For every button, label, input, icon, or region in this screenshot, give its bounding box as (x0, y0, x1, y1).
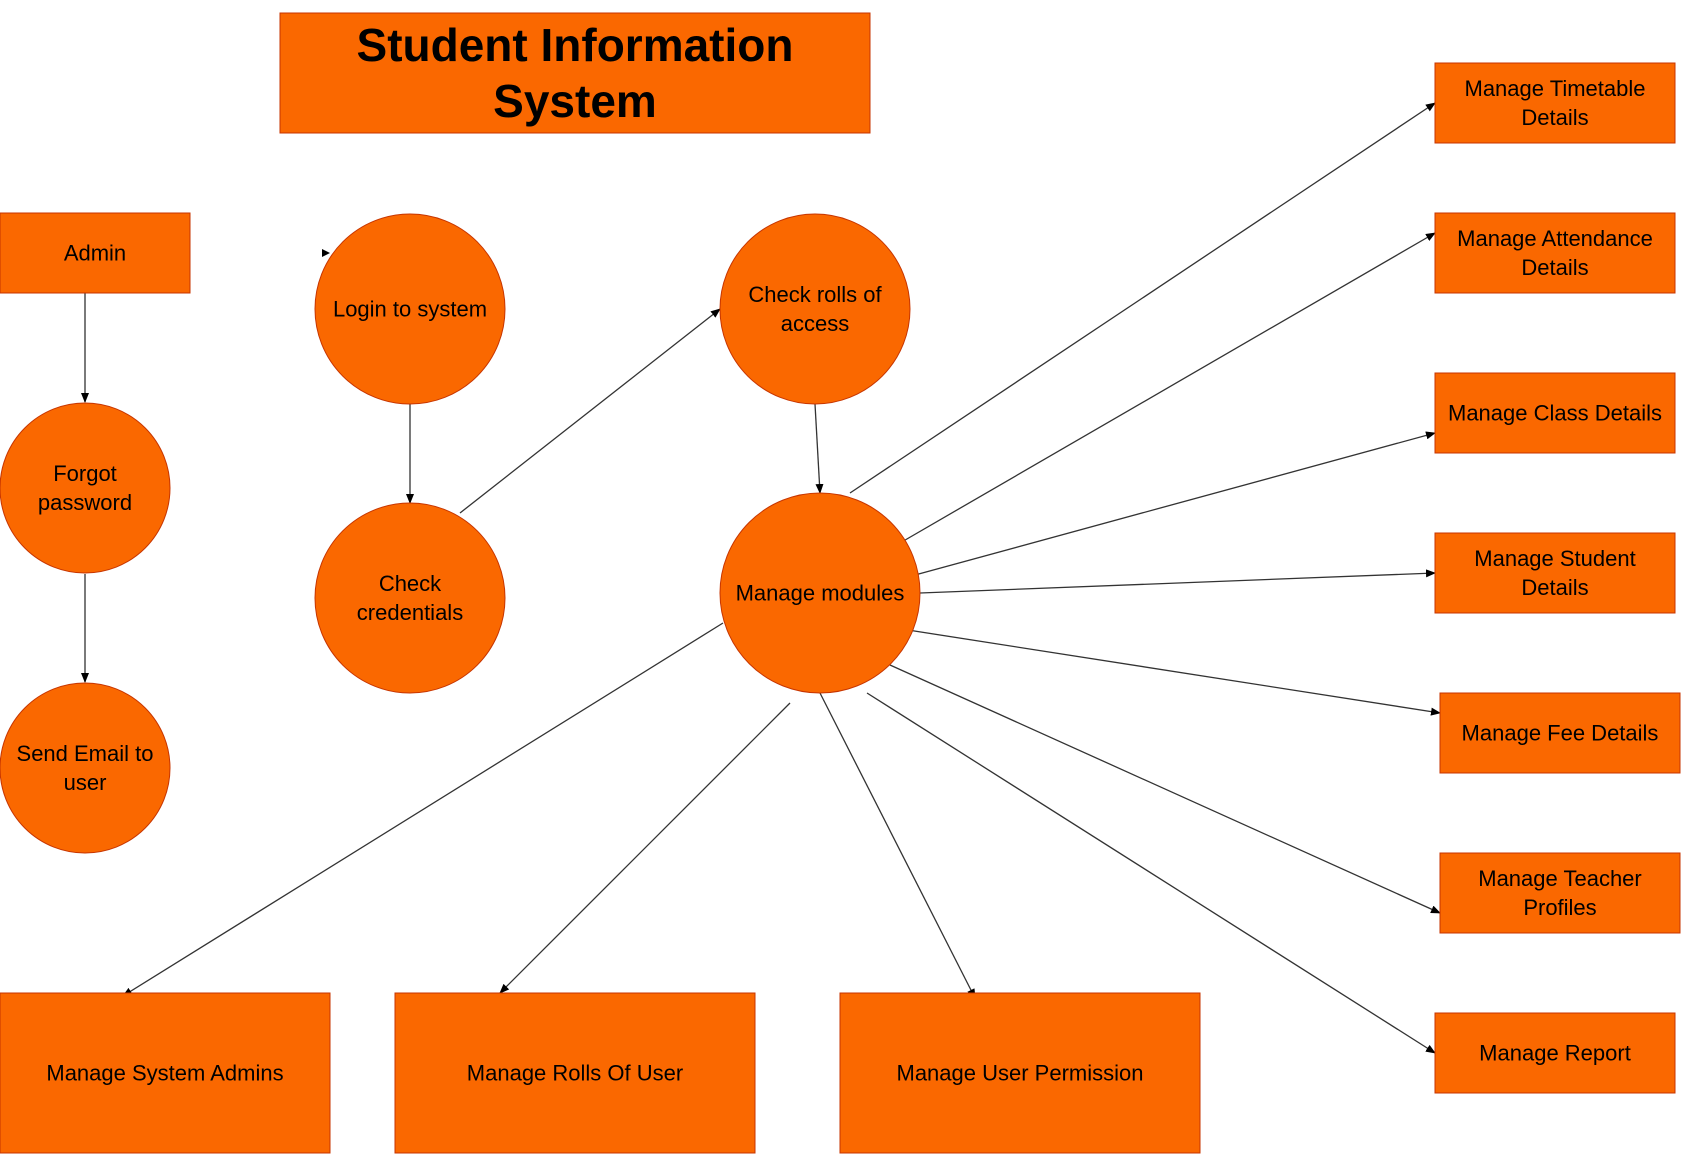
node-report: Manage Report (1434, 1012, 1676, 1094)
edge-modules-to-student (919, 569, 1436, 594)
node-teacher-label: Profiles (1523, 895, 1596, 920)
node-modules-circle (719, 492, 921, 694)
node-sendemail-label: Send Email to (17, 741, 154, 766)
node-rolls: Manage Rolls Of User (394, 992, 756, 1154)
edge-modules-to-attendance (899, 232, 1436, 544)
node-report-label: Manage Report (1479, 1041, 1631, 1066)
node-login-label: Login to system (333, 297, 487, 322)
edge-modules-to-sysadmins (122, 622, 724, 997)
node-fee-label: Manage Fee Details (1462, 721, 1659, 746)
node-attendance: Manage Attendance Details (1434, 212, 1676, 294)
edge-modules-to-timetable (849, 102, 1436, 494)
node-permission: Manage User Permission (839, 992, 1201, 1154)
node-attendance-label: Details (1521, 255, 1588, 280)
node-rolls-label: Manage Rolls Of User (467, 1061, 683, 1086)
node-class-box (1434, 372, 1676, 454)
node-teacher-label: Manage Teacher (1478, 866, 1642, 891)
node-timetable-box (1434, 62, 1676, 144)
node-attendance-label: Manage Attendance (1457, 226, 1653, 251)
edge-checkcred-to-checkrolls (459, 308, 721, 514)
edge-modules-to-permission (819, 692, 976, 999)
edge-modules-to-report (866, 692, 1436, 1054)
node-checkcred: Check credentials (314, 502, 506, 694)
node-sysadmins-label: Manage System Admins (46, 1061, 283, 1086)
edge-modules-to-fee (907, 629, 1441, 716)
node-modules-label: Manage modules (736, 581, 905, 606)
node-checkcred-circle (314, 502, 506, 694)
node-admin-label: Admin (64, 241, 126, 266)
node-title-label: System (493, 75, 657, 127)
node-teacher-box (1439, 852, 1681, 934)
node-sendemail: Send Email to user (0, 682, 171, 854)
node-checkcred-label: credentials (357, 600, 463, 625)
node-checkrolls: Check rolls of access (719, 213, 911, 405)
node-class: Manage Class Details (1434, 372, 1676, 454)
node-student: Manage Student Details (1434, 532, 1676, 614)
node-modules: Manage modules (719, 492, 921, 694)
node-checkrolls-label: access (781, 311, 849, 336)
node-forgot-label: password (38, 490, 132, 515)
edge-modules-to-teacher (889, 664, 1441, 914)
node-class-label: Manage Class Details (1448, 401, 1662, 426)
node-rolls-box (394, 992, 756, 1154)
edge-modules-to-class (914, 431, 1436, 576)
node-title-box (279, 12, 871, 134)
node-student-label: Manage Student (1474, 546, 1635, 571)
node-checkrolls-circle (719, 213, 911, 405)
node-title-label: Student Information (357, 19, 794, 71)
node-permission-box (839, 992, 1201, 1154)
node-admin: Admin (0, 212, 191, 294)
node-fee: Manage Fee Details (1439, 692, 1681, 774)
node-sendemail-label: user (64, 770, 107, 795)
node-attendance-box (1434, 212, 1676, 294)
node-report-box (1434, 1012, 1676, 1094)
edges-layer (81, 102, 1441, 1054)
node-student-label: Details (1521, 575, 1588, 600)
node-checkcred-label: Check (379, 571, 442, 596)
node-student-box (1434, 532, 1676, 614)
arrowhead-mark (322, 249, 330, 257)
node-admin-box (0, 212, 191, 294)
node-permission-label: Manage User Permission (897, 1061, 1144, 1086)
node-timetable-label: Details (1521, 105, 1588, 130)
node-timetable: Manage Timetable Details (1434, 62, 1676, 144)
node-teacher: Manage Teacher Profiles (1439, 852, 1681, 934)
node-login-circle (314, 213, 506, 405)
node-forgot-circle (0, 402, 171, 574)
edge-modules-to-rolls (499, 702, 791, 994)
node-forgot: Forgot password (0, 402, 171, 574)
node-sendemail-circle (0, 682, 171, 854)
node-checkrolls-label: Check rolls of (748, 282, 882, 307)
node-forgot-label: Forgot (53, 461, 117, 486)
node-timetable-label: Manage Timetable (1465, 76, 1646, 101)
node-fee-box (1439, 692, 1681, 774)
edge-checkrolls-to-modules (814, 403, 824, 494)
node-sysadmins-box (0, 992, 331, 1154)
node-sysadmins: Manage System Admins (0, 992, 331, 1154)
node-login: Login to system (314, 213, 506, 405)
